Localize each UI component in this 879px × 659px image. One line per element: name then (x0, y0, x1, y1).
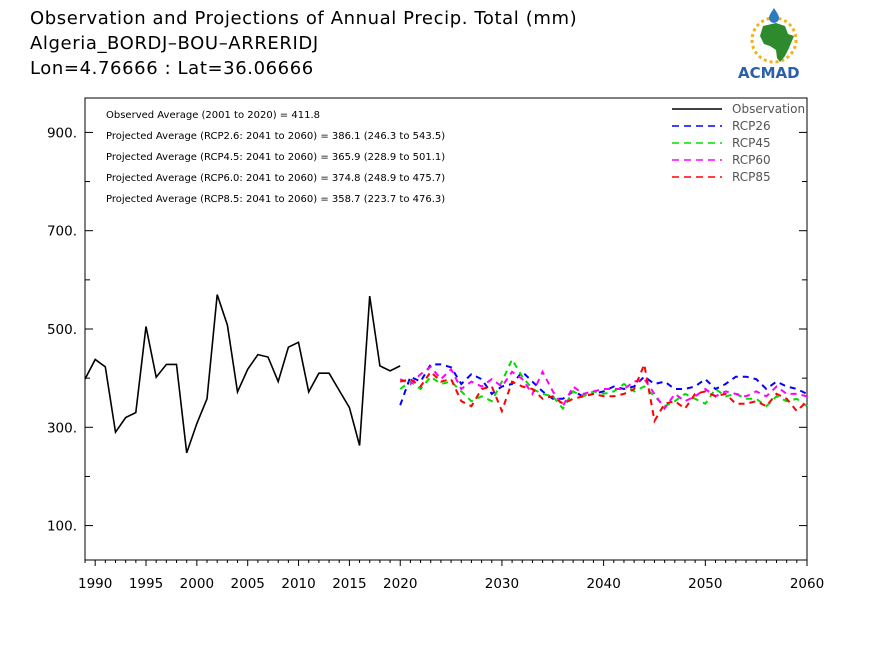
x-tick-label: 2005 (231, 576, 265, 592)
series-line-rcp26 (399, 363, 808, 406)
series-line-rcp60 (399, 365, 808, 411)
logo-text: ACMAD (738, 64, 800, 82)
africa-map-sun-icon (750, 8, 798, 64)
x-tick-label: 2060 (790, 576, 824, 592)
x-tick-label: 2020 (383, 576, 417, 592)
stat-line: Projected Average (RCP4.5: 2041 to 2060)… (106, 152, 445, 163)
location-coords: Lon=4.76666 : Lat=36.06666 (30, 58, 314, 79)
chart-title: Observation and Projections of Annual Pr… (30, 8, 578, 29)
stat-line: Projected Average (RCP8.5: 2041 to 2060)… (106, 194, 445, 205)
x-tick-label: 2000 (180, 576, 214, 592)
legend-label-rcp45: RCP45 (732, 136, 771, 150)
x-tick-label: 2050 (688, 576, 722, 592)
legend-label-rcp85: RCP85 (732, 170, 771, 184)
series-line-observation (84, 294, 401, 454)
stat-line: Observed Average (2001 to 2020) = 411.8 (106, 110, 320, 121)
series-line-rcp85 (399, 360, 808, 424)
x-tick-label: 2015 (332, 576, 366, 592)
acmad-logo: ACMAD (738, 8, 800, 82)
x-tick-label: 1990 (78, 576, 112, 592)
legend-label-observation: Observation (732, 102, 805, 116)
x-tick-label: 2030 (485, 576, 519, 592)
y-tick-label: 300. (47, 420, 77, 436)
axes: 100. 300. 500. 700. 900. 1990 1995 2000 2005 2010… (47, 97, 824, 592)
stat-line: Projected Average (RCP2.6: 2041 to 2060)… (106, 131, 445, 142)
y-tick-label: 500. (47, 322, 77, 338)
series-line-rcp45 (399, 357, 808, 411)
legend-label-rcp60: RCP60 (732, 153, 771, 167)
x-tick-label: 2040 (586, 576, 620, 592)
plot-series (84, 294, 808, 454)
stats-annotations: Observed Average (2001 to 2020) = 411.8 P… (106, 110, 445, 205)
y-tick-label: 900. (47, 125, 77, 141)
y-tick-label: 100. (47, 519, 77, 535)
x-tick-label: 2010 (281, 576, 315, 592)
location-name: Algeria_BORDJ–BOU–ARRERIDJ (30, 33, 319, 54)
stat-line: Projected Average (RCP6.0: 2041 to 2060)… (106, 173, 445, 184)
y-tick-label: 700. (47, 224, 77, 240)
plot-frame (84, 97, 808, 561)
x-tick-label: 1995 (129, 576, 163, 592)
legend: Observation RCP26 RCP45 RCP60 RCP85 (672, 102, 805, 184)
legend-label-rcp26: RCP26 (732, 119, 771, 133)
